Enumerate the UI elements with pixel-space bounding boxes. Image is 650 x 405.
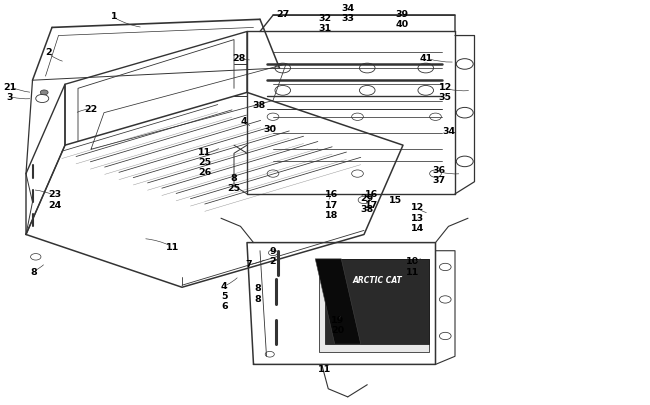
Text: 11: 11 (198, 147, 211, 156)
Circle shape (40, 91, 48, 96)
Text: 14: 14 (411, 224, 424, 233)
Text: 24: 24 (49, 200, 62, 209)
Text: 25: 25 (198, 158, 211, 166)
Text: 35: 35 (439, 93, 452, 102)
Text: 8: 8 (31, 267, 37, 276)
Text: 2: 2 (270, 257, 276, 266)
Text: 2: 2 (46, 48, 52, 57)
Text: 37: 37 (432, 176, 445, 185)
Text: 12: 12 (411, 203, 424, 212)
Text: 8: 8 (255, 294, 261, 303)
Text: 38: 38 (252, 101, 265, 110)
Text: 25: 25 (227, 184, 240, 193)
Text: 16: 16 (325, 190, 338, 199)
Text: 13: 13 (411, 213, 424, 222)
Text: 20: 20 (332, 326, 344, 335)
Text: 1: 1 (111, 12, 117, 21)
Text: 17: 17 (365, 200, 378, 209)
Text: 6: 6 (221, 301, 228, 310)
Text: 38: 38 (361, 204, 374, 213)
Text: 18: 18 (325, 211, 338, 220)
Text: 33: 33 (341, 14, 354, 23)
Text: 27: 27 (276, 10, 289, 19)
Text: 30: 30 (263, 125, 276, 134)
Text: 7: 7 (246, 260, 252, 269)
Text: 8: 8 (255, 283, 261, 292)
Text: 19: 19 (332, 315, 344, 324)
Text: 36: 36 (432, 166, 445, 175)
Text: 29: 29 (361, 194, 374, 203)
Text: ARCTIC CAT: ARCTIC CAT (352, 275, 402, 284)
Text: 8: 8 (231, 174, 237, 183)
Text: 9: 9 (270, 247, 276, 256)
Text: 28: 28 (233, 54, 246, 63)
Text: 21: 21 (3, 83, 16, 92)
Text: 3: 3 (6, 93, 13, 102)
Text: 4: 4 (240, 117, 247, 126)
Text: 41: 41 (419, 54, 432, 63)
Text: 31: 31 (318, 24, 332, 33)
Text: 26: 26 (198, 168, 211, 177)
Text: 10: 10 (406, 257, 419, 266)
Text: 34: 34 (442, 127, 455, 136)
Text: 16: 16 (365, 190, 378, 199)
Text: 32: 32 (318, 14, 332, 23)
Text: 11: 11 (406, 268, 419, 277)
Text: 39: 39 (395, 10, 408, 19)
Text: 4: 4 (221, 281, 228, 290)
Text: 12: 12 (439, 83, 452, 92)
Polygon shape (315, 259, 361, 344)
Text: 22: 22 (84, 105, 98, 114)
Text: 34: 34 (341, 4, 354, 13)
Text: 5: 5 (221, 291, 228, 300)
Text: 11: 11 (318, 364, 332, 373)
Text: 11: 11 (166, 243, 179, 252)
Text: 40: 40 (395, 20, 408, 29)
Text: 15: 15 (389, 196, 402, 205)
Text: 23: 23 (49, 190, 62, 199)
Polygon shape (318, 259, 429, 352)
Text: 17: 17 (325, 200, 338, 209)
Polygon shape (325, 259, 429, 344)
